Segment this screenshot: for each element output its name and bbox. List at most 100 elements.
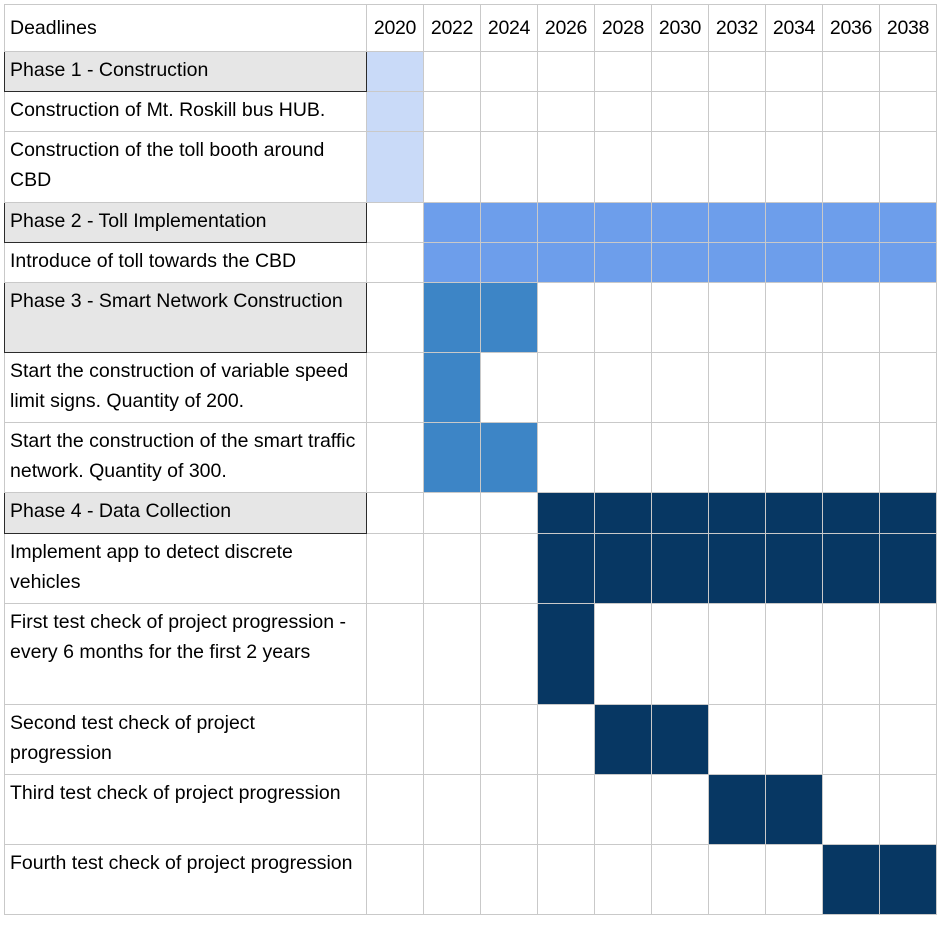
gantt-empty-cell-2030 <box>651 774 709 845</box>
gantt-empty-cell-2036 <box>822 131 880 203</box>
gantt-empty-cell-2036 <box>822 422 880 493</box>
gantt-bar-cell-2022 <box>423 352 481 423</box>
gantt-empty-cell-2026 <box>537 774 595 845</box>
task-label: First test check of project progression … <box>4 603 367 705</box>
task-label: Start the construction of the smart traf… <box>4 422 367 493</box>
gantt-empty-cell-2026 <box>537 131 595 203</box>
gantt-bar-cell-2028 <box>594 202 652 243</box>
gantt-bar-cell-2022 <box>423 282 481 353</box>
task-row: Third test check of project progression <box>4 774 937 845</box>
gantt-bar-cell-2028 <box>594 492 652 534</box>
task-label: Fourth test check of project progression <box>4 844 367 915</box>
gantt-bar-cell-2030 <box>651 202 709 243</box>
gantt-empty-cell-2024 <box>480 533 538 604</box>
gantt-empty-cell-2036 <box>822 704 880 775</box>
gantt-bar-cell-2034 <box>765 242 823 283</box>
gantt-bar-cell-2034 <box>765 774 823 845</box>
task-row: Introduce of toll towards the CBD <box>4 242 937 283</box>
gantt-empty-cell-2032 <box>708 704 766 775</box>
gantt-bar-cell-2038 <box>879 844 937 915</box>
gantt-empty-cell-2036 <box>822 603 880 705</box>
phase-label: Phase 2 - Toll Implementation <box>4 202 367 243</box>
phase-label: Phase 3 - Smart Network Construction <box>4 282 367 353</box>
gantt-bar-cell-2030 <box>651 533 709 604</box>
gantt-bar-cell-2026 <box>537 242 595 283</box>
gantt-empty-cell-2028 <box>594 774 652 845</box>
gantt-empty-cell-2026 <box>537 352 595 423</box>
gantt-empty-cell-2036 <box>822 51 880 92</box>
task-label: Third test check of project progression <box>4 774 367 845</box>
year-header-2022: 2022 <box>423 4 481 52</box>
gantt-bar-cell-2036 <box>822 533 880 604</box>
phase-row: Phase 1 - Construction <box>4 51 937 92</box>
year-header-2032: 2032 <box>708 4 766 52</box>
gantt-empty-cell-2028 <box>594 603 652 705</box>
year-header-2026: 2026 <box>537 4 595 52</box>
gantt-empty-cell-2020 <box>366 844 424 915</box>
gantt-empty-cell-2024 <box>480 131 538 203</box>
gantt-empty-cell-2022 <box>423 131 481 203</box>
gantt-empty-cell-2034 <box>765 51 823 92</box>
year-header-2030: 2030 <box>651 4 709 52</box>
gantt-bar-cell-2036 <box>822 202 880 243</box>
gantt-bar-cell-2026 <box>537 492 595 534</box>
gantt-empty-cell-2020 <box>366 352 424 423</box>
gantt-bar-cell-2032 <box>708 774 766 845</box>
gantt-empty-cell-2028 <box>594 91 652 132</box>
gantt-empty-cell-2034 <box>765 352 823 423</box>
gantt-empty-cell-2032 <box>708 603 766 705</box>
phase-label: Phase 1 - Construction <box>4 51 367 92</box>
gantt-empty-cell-2038 <box>879 422 937 493</box>
header-deadlines: Deadlines <box>4 4 367 52</box>
gantt-empty-cell-2036 <box>822 282 880 353</box>
task-row: Construction of Mt. Roskill bus HUB. <box>4 91 937 132</box>
gantt-bar-cell-2038 <box>879 492 937 534</box>
gantt-bar-cell-2038 <box>879 242 937 283</box>
gantt-empty-cell-2034 <box>765 282 823 353</box>
gantt-bar-cell-2034 <box>765 202 823 243</box>
gantt-bar-cell-2026 <box>537 202 595 243</box>
gantt-empty-cell-2024 <box>480 51 538 92</box>
gantt-empty-cell-2036 <box>822 91 880 132</box>
gantt-bar-cell-2024 <box>480 422 538 493</box>
year-header-2028: 2028 <box>594 4 652 52</box>
gantt-empty-cell-2036 <box>822 352 880 423</box>
gantt-bar-cell-2034 <box>765 533 823 604</box>
gantt-empty-cell-2022 <box>423 774 481 845</box>
gantt-empty-cell-2020 <box>366 492 424 534</box>
gantt-empty-cell-2022 <box>423 533 481 604</box>
task-label: Second test check of project progression <box>4 704 367 775</box>
gantt-bar-cell-2038 <box>879 533 937 604</box>
gantt-empty-cell-2020 <box>366 533 424 604</box>
task-row: First test check of project progression … <box>4 603 937 705</box>
gantt-empty-cell-2032 <box>708 422 766 493</box>
gantt-bar-cell-2028 <box>594 242 652 283</box>
gantt-bar-cell-2026 <box>537 533 595 604</box>
gantt-empty-cell-2028 <box>594 844 652 915</box>
gantt-empty-cell-2030 <box>651 131 709 203</box>
gantt-empty-cell-2024 <box>480 352 538 423</box>
gantt-empty-cell-2024 <box>480 91 538 132</box>
gantt-empty-cell-2034 <box>765 603 823 705</box>
gantt-empty-cell-2034 <box>765 422 823 493</box>
year-header-2020: 2020 <box>366 4 424 52</box>
gantt-empty-cell-2036 <box>822 774 880 845</box>
gantt-empty-cell-2026 <box>537 282 595 353</box>
gantt-empty-cell-2032 <box>708 352 766 423</box>
gantt-bar-cell-2038 <box>879 202 937 243</box>
gantt-empty-cell-2024 <box>480 844 538 915</box>
gantt-table: Deadlines 2020 2022 2024 2026 2028 2030 2032 20… <box>4 4 937 915</box>
gantt-bar-cell-2030 <box>651 704 709 775</box>
gantt-empty-cell-2024 <box>480 492 538 534</box>
gantt-empty-cell-2030 <box>651 603 709 705</box>
task-row: Construction of the toll booth around CB… <box>4 131 937 203</box>
gantt-bar-cell-2036 <box>822 844 880 915</box>
gantt-empty-cell-2038 <box>879 352 937 423</box>
gantt-empty-cell-2024 <box>480 704 538 775</box>
gantt-empty-cell-2026 <box>537 91 595 132</box>
task-label: Construction of the toll booth around CB… <box>4 131 367 203</box>
gantt-empty-cell-2032 <box>708 282 766 353</box>
gantt-bar-cell-2028 <box>594 704 652 775</box>
gantt-empty-cell-2026 <box>537 51 595 92</box>
task-label: Start the construction of variable speed… <box>4 352 367 423</box>
